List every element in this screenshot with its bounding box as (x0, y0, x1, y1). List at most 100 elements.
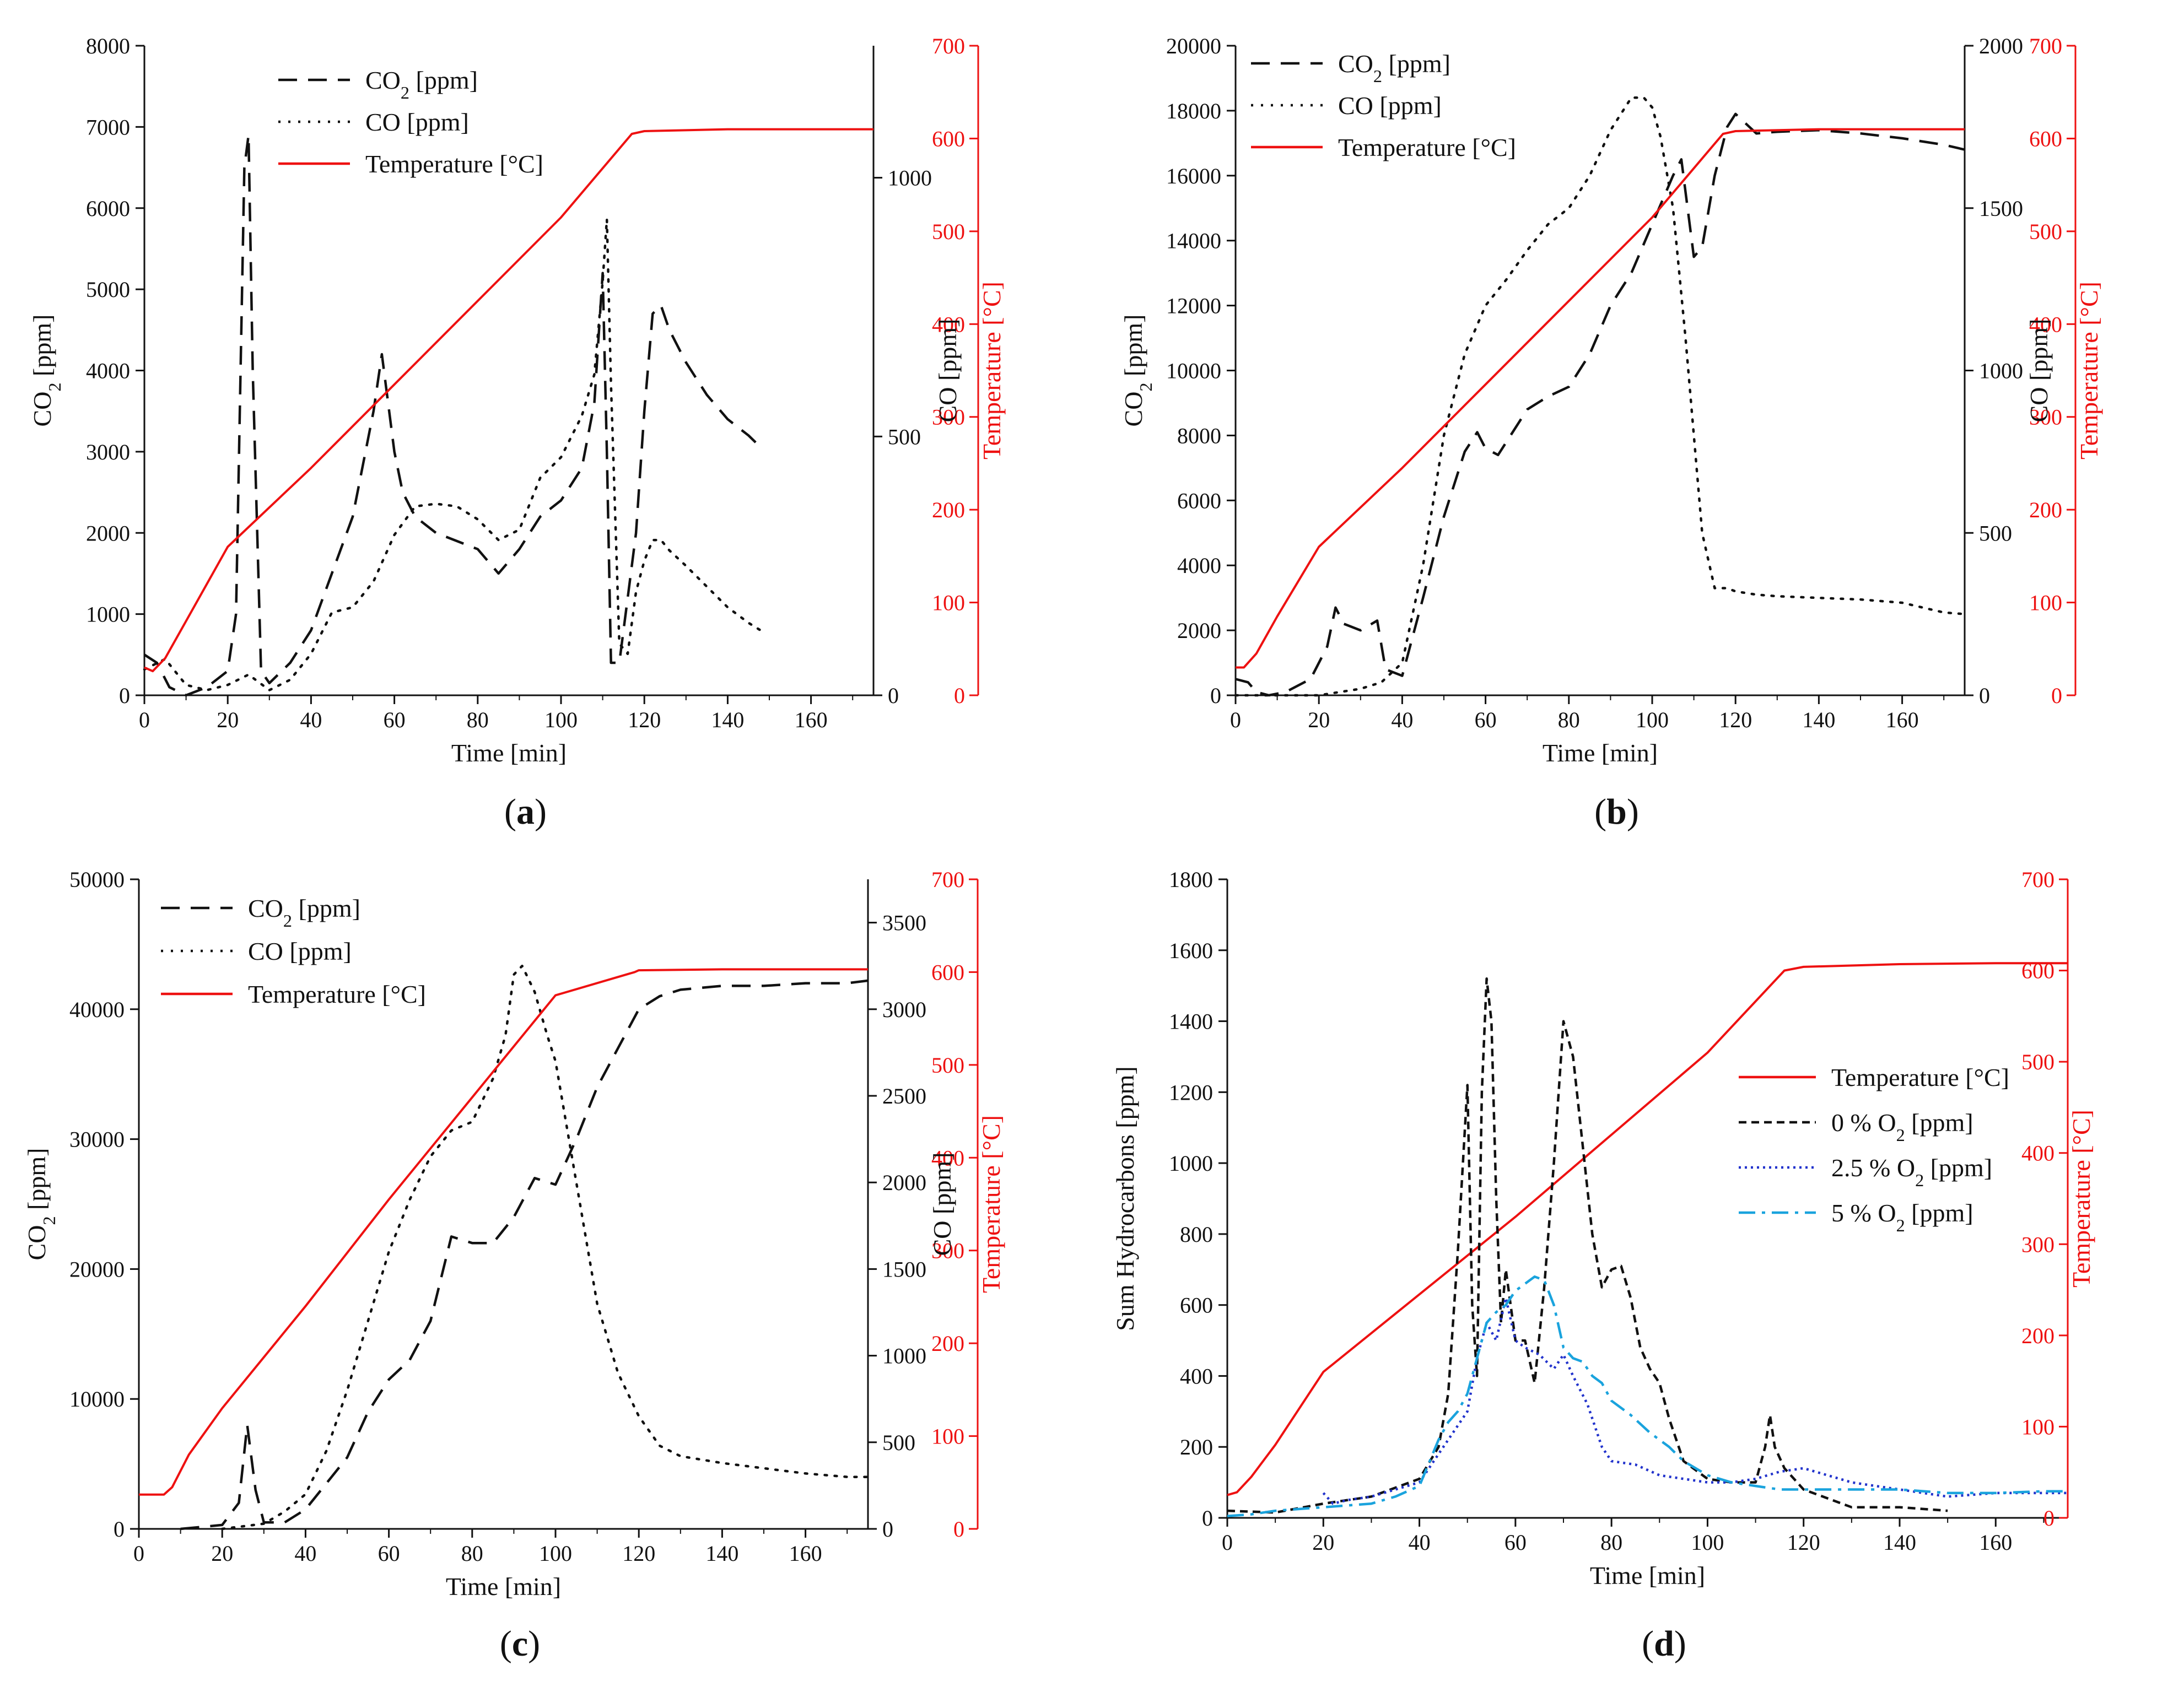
y3-tick-label: 300 (931, 1239, 964, 1263)
y-tick-label: 20000 (69, 1257, 125, 1282)
legend-label: Temperature [°C] (1831, 1063, 2009, 1091)
y2-tick-label: 1000 (882, 1344, 926, 1369)
y-axis-title: CO2 [ppm] (1119, 315, 1156, 427)
y3-tick-label: 500 (2029, 219, 2062, 244)
legend-label: CO [ppm] (365, 108, 469, 136)
y-tick-label: 0 (114, 1517, 125, 1542)
x-tick-label: 140 (705, 1541, 738, 1566)
x-tick-label: 20 (211, 1541, 233, 1566)
y-tick-label: 5000 (86, 277, 130, 302)
y-axis-title: CO2 [ppm] (23, 1148, 59, 1261)
y3-tick-label: 0 (2043, 1506, 2054, 1531)
x-tick-label: 160 (789, 1541, 822, 1566)
y-tick-label: 40000 (69, 997, 125, 1022)
x-tick-label: 160 (795, 707, 828, 732)
y3-tick-label: 500 (931, 1053, 964, 1078)
x-tick-label: 0 (1222, 1530, 1233, 1555)
x-tick-label: 0 (133, 1541, 144, 1566)
y2-tick-label: 2000 (1979, 34, 2023, 58)
y-tick-label: 30000 (69, 1127, 125, 1152)
y2-tick-label: 0 (882, 1517, 893, 1542)
x-tick-label: 120 (628, 707, 661, 732)
y-tick-label: 6000 (86, 196, 130, 221)
y-tick-label: 800 (1180, 1222, 1213, 1247)
y3-tick-label: 0 (2051, 683, 2062, 708)
y3-tick-label: 700 (2029, 34, 2062, 58)
x-tick-label: 40 (300, 707, 322, 732)
y-tick-label: 20000 (1166, 34, 1221, 58)
y2-tick-label: 3500 (882, 911, 926, 936)
chart-panel-d: 0 20 40 60 80 100 120 140 1600200400600800100012… (1111, 867, 2095, 1664)
legend-label: 0 % O2 [ppm] (1831, 1109, 1973, 1145)
y-axis-title: Sum Hydrocarbons [ppm] (1111, 1066, 1139, 1331)
x-tick-label: 40 (1409, 1530, 1431, 1555)
legend-label: CO2 [ppm] (248, 894, 360, 931)
panel-label: (a) (504, 792, 547, 832)
y-tick-label: 1600 (1169, 938, 1213, 963)
x-tick-label: 60 (378, 1541, 400, 1566)
x-tick-label: 120 (1787, 1530, 1820, 1555)
y-tick-label: 3000 (86, 440, 130, 464)
x-axis-title: Time [min] (1543, 739, 1658, 767)
y3-axis-title: Temperature [°C] (2075, 282, 2103, 459)
y3-tick-label: 300 (932, 405, 965, 430)
y3-tick-label: 300 (2029, 405, 2062, 430)
y3-tick-label: 400 (931, 1145, 964, 1170)
x-tick-label: 20 (1312, 1530, 1334, 1555)
y-tick-label: 7000 (86, 115, 130, 139)
y-tick-label: 0 (1210, 683, 1221, 708)
legend-label: 5 % O2 [ppm] (1831, 1199, 1973, 1235)
y3-tick-label: 700 (932, 34, 965, 58)
y3-axis-title: Temperature [°C] (977, 1115, 1005, 1293)
y3-tick-label: 600 (931, 960, 964, 985)
y2-axis-title: CO [ppm] (934, 319, 962, 423)
x-tick-label: 80 (467, 707, 489, 732)
legend-label: CO [ppm] (1338, 91, 1442, 120)
y2-tick-label: 1000 (888, 166, 932, 191)
panel-label: (c) (500, 1624, 540, 1664)
y3-tick-label: 100 (2029, 591, 2062, 615)
series-line-2 (139, 968, 868, 1496)
y3-tick-label: 200 (2021, 1323, 2054, 1348)
y2-tick-label: 1500 (882, 1257, 926, 1282)
legend-label: Temperature [°C] (365, 150, 543, 178)
y-tick-label: 10000 (69, 1387, 125, 1412)
x-tick-label: 60 (1504, 1530, 1527, 1555)
legend-label: CO [ppm] (248, 937, 352, 965)
y2-tick-label: 1000 (1979, 359, 2023, 383)
y-tick-label: 1000 (86, 602, 130, 627)
y-tick-label: 1200 (1169, 1080, 1213, 1105)
series-line-2 (1322, 1296, 2068, 1505)
y3-tick-label: 500 (932, 219, 965, 244)
x-tick-label: 80 (1558, 707, 1580, 732)
x-tick-label: 40 (1391, 707, 1413, 732)
x-tick-label: 160 (1979, 1530, 2012, 1555)
y3-tick-label: 700 (931, 867, 964, 892)
y2-tick-label: 500 (882, 1430, 915, 1455)
series-line-0 (143, 133, 762, 697)
y-tick-label: 10000 (1166, 359, 1221, 383)
y-tick-label: 400 (1180, 1364, 1213, 1388)
x-tick-label: 160 (1886, 707, 1919, 732)
y-tick-label: 12000 (1166, 294, 1221, 318)
chart-panel-a: 0 20 40 60 80 100 120 140 1600100020003000400050… (28, 34, 1006, 832)
x-tick-label: 140 (711, 707, 744, 732)
chart-panel-b: 0 20 40 60 80 100 120 140 1600200040006000800010… (1119, 34, 2103, 832)
y-tick-label: 2000 (86, 521, 130, 545)
y2-axis-title: CO [ppm] (2025, 319, 2053, 423)
x-tick-label: 40 (294, 1541, 316, 1566)
x-tick-label: 100 (1636, 707, 1669, 732)
y3-tick-label: 100 (932, 591, 965, 615)
x-tick-label: 140 (1883, 1530, 1916, 1555)
y3-tick-label: 500 (2021, 1050, 2054, 1074)
series-line-1 (1227, 977, 1948, 1514)
x-tick-label: 80 (461, 1541, 483, 1566)
y-axis-title: CO2 [ppm] (28, 315, 64, 427)
y3-tick-label: 400 (2029, 312, 2062, 337)
y3-tick-label: 600 (932, 126, 965, 151)
x-tick-label: 0 (139, 707, 150, 732)
series-line-1 (220, 964, 870, 1531)
series-line-0 (180, 979, 869, 1531)
y3-tick-label: 100 (931, 1424, 964, 1449)
